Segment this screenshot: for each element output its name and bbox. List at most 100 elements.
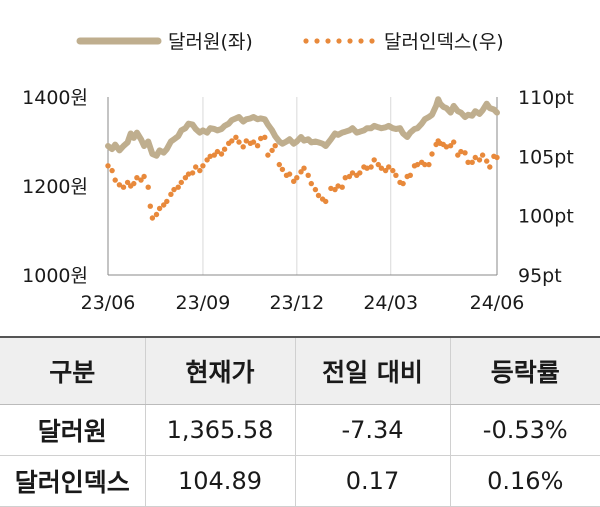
data-point bbox=[200, 163, 206, 169]
data-point bbox=[189, 170, 196, 176]
data-point bbox=[254, 143, 261, 149]
x-tick: 24/06 bbox=[470, 292, 525, 314]
data-point bbox=[451, 139, 457, 145]
data-point bbox=[375, 161, 381, 168]
x-tick: 23/06 bbox=[81, 292, 136, 314]
data-point bbox=[214, 148, 221, 155]
data-point bbox=[197, 167, 203, 174]
data-point bbox=[332, 186, 338, 193]
data-point bbox=[323, 198, 329, 205]
data-point bbox=[458, 148, 464, 155]
legend-label-usdkrw: 달러원(좌) bbox=[168, 31, 253, 53]
data-point bbox=[175, 184, 181, 190]
data-point bbox=[156, 205, 163, 212]
line-chart: 달러원(좌) 달러인덱스(우) 1000원 1200원 1400원 95pt 1… bbox=[22, 31, 574, 314]
column-header: 현재가 bbox=[144, 336, 295, 405]
x-ticks: 23/06 23/09 23/12 24/03 24/06 bbox=[81, 292, 525, 314]
data-point bbox=[265, 152, 271, 158]
data-point bbox=[131, 180, 137, 187]
data-point bbox=[164, 198, 170, 205]
data-point bbox=[386, 164, 392, 170]
data-point bbox=[182, 175, 189, 181]
data-point bbox=[422, 161, 428, 168]
data-point bbox=[357, 170, 363, 176]
row-label: 달러인덱스 bbox=[0, 455, 145, 507]
data-point bbox=[147, 203, 153, 209]
change-rate: 0.16% bbox=[449, 455, 600, 507]
y-right-tick: 105pt bbox=[518, 146, 574, 168]
data-point bbox=[301, 165, 307, 171]
data-point bbox=[335, 183, 341, 189]
data-point bbox=[236, 139, 242, 145]
y-left-tick: 1000원 bbox=[22, 265, 88, 287]
data-point bbox=[250, 139, 257, 145]
column-header: 전일 대비 bbox=[294, 336, 450, 405]
data-point bbox=[233, 134, 239, 140]
row-label: 달러원 bbox=[0, 404, 145, 456]
data-point bbox=[455, 152, 461, 158]
x-tick: 23/09 bbox=[176, 292, 231, 314]
data-point bbox=[134, 175, 140, 181]
data-point bbox=[240, 144, 246, 150]
data-point bbox=[168, 191, 174, 197]
data-point bbox=[185, 171, 192, 177]
data-point bbox=[393, 172, 399, 178]
data-point bbox=[429, 151, 435, 157]
data-point bbox=[153, 211, 160, 218]
legend: 달러원(좌) 달러인덱스(우) bbox=[76, 31, 504, 53]
data-point bbox=[494, 154, 500, 161]
data-point bbox=[364, 165, 370, 171]
data-point bbox=[462, 150, 468, 156]
table-row: 달러인덱스 104.89 0.17 0.16% bbox=[0, 455, 600, 507]
data-point bbox=[112, 177, 118, 183]
data-point bbox=[204, 157, 210, 163]
data-point bbox=[178, 179, 184, 186]
data-point bbox=[211, 152, 217, 158]
data-point bbox=[479, 152, 486, 158]
data-point bbox=[124, 179, 131, 186]
data-point bbox=[476, 157, 483, 163]
quote-table: 구분 현재가 전일 대비 등락률 달러원 1,365.58 -7.34 -0.5… bbox=[0, 336, 600, 507]
data-point bbox=[279, 166, 286, 173]
data-point bbox=[193, 164, 199, 170]
y-right-tick: 100pt bbox=[518, 206, 574, 228]
data-point bbox=[221, 146, 228, 152]
legend-swatch-dxy bbox=[303, 38, 375, 44]
data-point bbox=[342, 175, 348, 181]
daily-change: 0.17 bbox=[294, 455, 450, 507]
data-point bbox=[243, 138, 249, 144]
data-point bbox=[141, 173, 147, 180]
data-point bbox=[138, 177, 144, 183]
daily-change: -7.34 bbox=[294, 404, 450, 456]
column-header: 구분 bbox=[0, 336, 145, 405]
data-point bbox=[339, 184, 345, 190]
data-point bbox=[414, 161, 421, 168]
data-point bbox=[258, 135, 264, 142]
y-right-tick: 95pt bbox=[518, 265, 562, 287]
data-point bbox=[171, 186, 177, 193]
data-point bbox=[346, 173, 353, 180]
data-point bbox=[447, 143, 454, 149]
data-point bbox=[120, 184, 127, 190]
x-tick: 23/12 bbox=[269, 292, 324, 314]
data-point bbox=[465, 159, 471, 165]
current-price: 1,365.58 bbox=[144, 404, 295, 456]
y-right-ticks: 95pt 100pt 105pt 110pt bbox=[518, 87, 574, 287]
data-point bbox=[291, 178, 297, 184]
data-point bbox=[207, 153, 213, 159]
x-tick: 24/03 bbox=[363, 292, 418, 314]
series-dots-dxy bbox=[105, 134, 500, 221]
y-left-tick: 1400원 bbox=[22, 87, 88, 109]
y-right-tick: 110pt bbox=[518, 87, 574, 109]
data-point bbox=[368, 164, 374, 170]
data-point bbox=[272, 143, 278, 149]
series-line-usdkrw bbox=[105, 96, 500, 159]
data-point bbox=[400, 180, 406, 187]
legend-label-dxy: 달러인덱스(우) bbox=[384, 31, 504, 53]
data-point bbox=[308, 180, 314, 187]
data-point bbox=[145, 184, 151, 190]
data-point bbox=[109, 167, 115, 174]
data-point bbox=[269, 147, 275, 154]
data-point bbox=[472, 154, 478, 161]
change-rate: -0.53% bbox=[449, 404, 600, 456]
